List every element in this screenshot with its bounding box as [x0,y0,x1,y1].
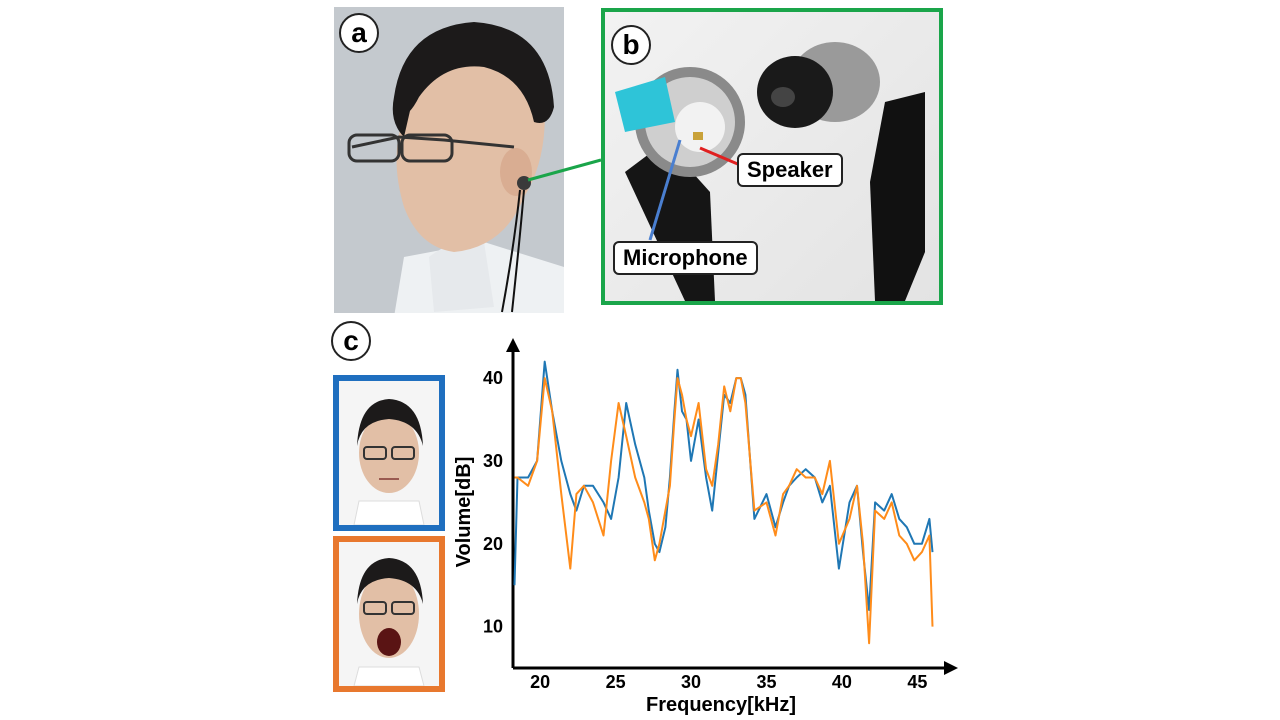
x-tick-label: 45 [907,672,927,692]
x-tick-label: 20 [530,672,550,692]
x-axis-arrow-icon [944,661,958,675]
y-tick-label: 10 [483,617,503,637]
y-tick-label: 40 [483,368,503,388]
x-tick-label: 30 [681,672,701,692]
y-axis-arrow-icon [506,338,520,352]
y-tick-label: 30 [483,451,503,471]
x-axis-title: Frequency[kHz] [646,694,796,716]
x-tick-label: 40 [832,672,852,692]
x-tick-label: 25 [606,672,626,692]
series-layer [515,362,933,644]
y-tick-label: 20 [483,534,503,554]
y-axis-title: Volume[dB] [453,457,475,568]
x-tick-label: 35 [756,672,776,692]
